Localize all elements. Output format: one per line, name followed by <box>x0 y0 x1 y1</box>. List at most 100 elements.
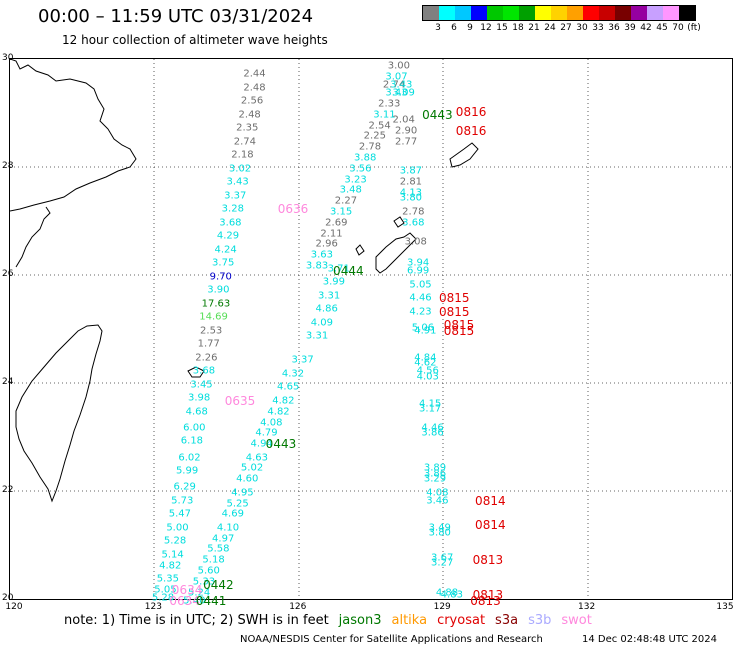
wave-height-label: 4.03 <box>416 371 439 383</box>
pass-time-label: 0815 <box>438 304 470 319</box>
wave-height-label: 2.33 <box>378 98 401 110</box>
wave-height-label: 4.29 <box>216 230 240 242</box>
color-legend-label: 24 <box>544 23 556 33</box>
wave-height-label: 5.24 <box>187 587 211 599</box>
wave-height-label: 3.87 <box>399 165 423 177</box>
pass-time-label: 0443 <box>422 107 453 122</box>
wave-height-label: 2.18 <box>231 149 254 161</box>
amami-island-coastline <box>449 142 479 168</box>
wave-height-label: 4.62 <box>414 357 437 369</box>
wave-height-label: 4.08 <box>260 417 283 428</box>
color-legend-swatch <box>487 6 503 20</box>
wave-height-label: 3.37 <box>291 354 314 366</box>
longitude-tick-label: 129 <box>433 602 451 612</box>
footer-note: note: 1) Time is in UTC; 2) SWH is in fe… <box>64 613 612 628</box>
wave-height-label: 3.71 <box>327 263 350 275</box>
wave-height-label: 3.88 <box>354 152 377 164</box>
color-legend-label: 27 <box>560 23 572 33</box>
longitude-tick-label: 132 <box>578 602 596 612</box>
color-legend-swatch <box>519 6 535 20</box>
latitude-tick-label: 20 <box>2 593 14 603</box>
longitude-tick-label: 126 <box>289 602 307 612</box>
wave-height-label: 5.60 <box>197 565 220 577</box>
wave-height-label: 3.02 <box>228 163 252 175</box>
color-legend-swatch <box>535 6 551 20</box>
wave-height-label: 5.58 <box>207 543 230 555</box>
pass-time-label: 0813 <box>470 593 501 608</box>
wave-height-label: 3.68 <box>219 217 242 229</box>
color-legend-label: 70 <box>672 23 684 33</box>
color-legend: 3 6 9 12 15 18 21 24 27 30 33 36 39 42 45 70 (ft) <box>422 5 701 33</box>
wave-height-label: 5.73 <box>171 495 194 507</box>
wave-height-label: 4.56 <box>416 365 439 377</box>
wave-height-label: 2.25 <box>363 130 386 142</box>
latitude-tick-label: 28 <box>2 161 14 171</box>
wave-height-label: 6.18 <box>180 435 204 447</box>
wave-height-label: 4.79 <box>255 427 278 439</box>
pass-time-label: 0441 <box>195 593 227 608</box>
wave-height-label: 3.00 <box>387 60 411 72</box>
miyako-island-coastline <box>187 366 205 378</box>
pass-time-label: 0813 <box>472 588 504 603</box>
wave-height-label: 3.75 <box>212 257 235 269</box>
note-text: note: 1) Time is in UTC; 2) SWH is in fe… <box>64 613 329 628</box>
wave-height-label: 3.83 <box>305 260 329 272</box>
wave-height-label: 3.86 <box>423 468 447 480</box>
wave-height-label: 3.80 <box>399 192 423 204</box>
wave-height-label: 2.81 <box>399 176 423 188</box>
wave-height-label: 2.96 <box>315 238 338 250</box>
color-legend-label: 30 <box>576 23 588 33</box>
wave-height-label: 3.43 <box>385 87 408 99</box>
wave-height-label: 4.46 <box>421 422 444 434</box>
wave-height-label: 3.94 <box>406 257 430 269</box>
wave-height-label: 5.28 <box>163 535 187 547</box>
color-legend-swatch <box>455 6 471 20</box>
wave-height-label: 3.28 <box>221 203 244 215</box>
longitude-tick-label: 135 <box>716 602 734 612</box>
color-legend-swatch <box>615 6 631 20</box>
footer-credit: NOAA/NESDIS Center for Satellite Applica… <box>240 634 543 645</box>
wave-height-label: 6.29 <box>173 481 196 493</box>
pass-time-label: 0443 <box>265 437 297 452</box>
wave-height-label: 1.77 <box>197 338 220 350</box>
wave-height-label: 3.43 <box>226 176 249 188</box>
color-legend-label: 33 <box>592 23 604 33</box>
wave-height-label: 2.27 <box>334 195 358 207</box>
color-legend-swatch <box>599 6 615 20</box>
wave-height-label: 2.78 <box>358 141 382 153</box>
color-legend-label: 36 <box>608 23 620 33</box>
pass-time-label: 0636 <box>277 202 309 217</box>
wave-height-label: 3.08 <box>404 236 427 248</box>
latitude-tick-label: 26 <box>2 269 14 279</box>
wave-height-label: 3.31 <box>317 290 341 302</box>
pass-time-label: 0444 <box>333 264 364 279</box>
wave-height-label: 5.33 <box>192 576 216 588</box>
color-legend-label: 6 <box>451 23 457 33</box>
wave-height-label: 3.56 <box>349 163 372 175</box>
wave-height-label: 2.53 <box>200 325 223 337</box>
wave-height-label: 3.68 <box>402 217 425 229</box>
wave-height-label: 3.37 <box>224 190 247 202</box>
wave-height-label: 4.82 <box>159 560 182 572</box>
wave-height-label: 3.67 <box>431 552 454 563</box>
wave-height-label: 2.04 <box>392 114 415 126</box>
wave-height-label: 3.68 <box>192 365 216 377</box>
wave-height-label: 3.31 <box>305 330 329 342</box>
pass-time-label: 0815 <box>438 291 470 306</box>
pass-time-label: 0442 <box>203 577 234 592</box>
wave-height-label: 6.99 <box>406 265 430 277</box>
wave-height-label: 4.95 <box>231 487 254 499</box>
wave-height-label: 9.70 <box>209 271 232 283</box>
wave-height-label: 5.47 <box>168 508 191 520</box>
wave-height-label: 3.99 <box>322 276 346 288</box>
satellite-legend-item: s3b <box>528 613 552 628</box>
wave-height-label: 3.15 <box>329 206 353 218</box>
wave-height-label: 3.11 <box>373 109 396 121</box>
wave-height-label: 4.68 <box>185 406 208 418</box>
wave-height-label: 3.07 <box>385 71 408 83</box>
wave-height-label: 5.05 <box>154 584 177 596</box>
satellite-legend-item: altika <box>391 613 428 628</box>
wave-height-label: 4.13 <box>399 187 423 199</box>
satellite-legend-item: swot <box>561 613 592 628</box>
